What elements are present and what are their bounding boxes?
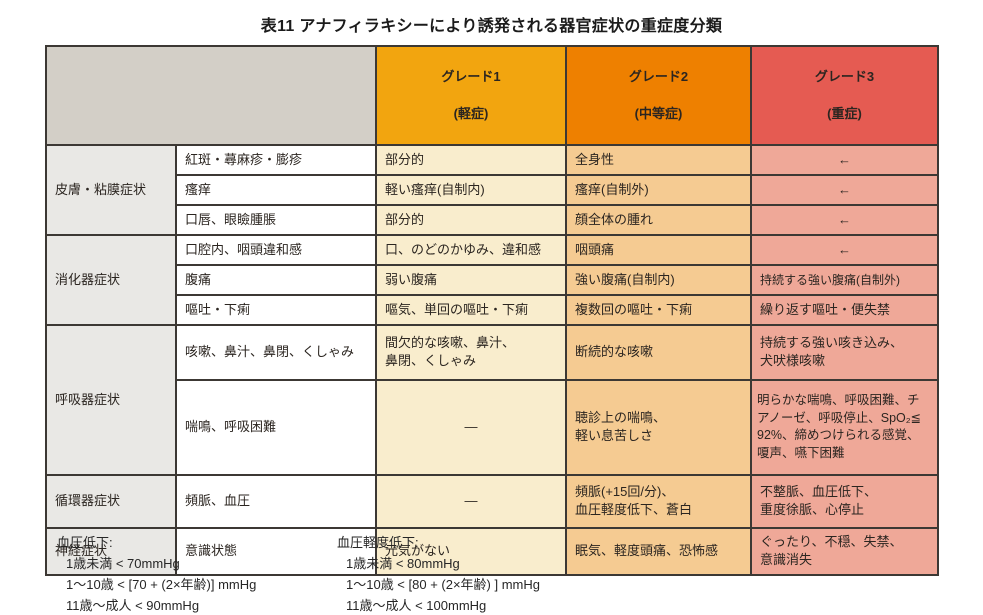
grade2-cell: 頻脈(+15回/分)、 血圧軽度低下、蒼白 [565,473,752,529]
footnote-line: 血圧低下: [57,535,113,550]
grade2-cell: 強い腹痛(自制内) [565,263,752,296]
category-cell-circulatory: 循環器症状 [45,473,177,529]
footnote-line: 1〜10歳 < [70 + (2×年齢)] mmHg [66,577,257,592]
symptom-cell: 咳嗽、鼻汁、鼻閉、くしゃみ [175,323,377,381]
page-title: 表11 アナフィラキシーにより誘発される器官症状の重症度分類 [260,18,723,35]
symptom-cell: 瘙痒 [175,173,377,206]
grade2-cell: 断続的な咳嗽 [565,323,752,381]
grade1-cell: 間欠的な咳嗽、鼻汁、 鼻閉、くしゃみ [375,323,567,381]
grade2-cell: 眠気、軽度頭痛、恐怖感 [565,526,752,576]
grade2-header: グレード2 (中等症) [565,45,752,146]
symptom-cell: 腹痛 [175,263,377,296]
grade3-cell: 持続する強い咳き込み、 犬吠様咳嗽 [750,323,939,381]
grade3-cell: 持続する強い腹痛(自制外) [750,263,939,296]
category-cell-skin: 皮膚・粘膜症状 [45,143,177,236]
grade2-cell: 顔全体の腫れ [565,203,752,236]
category-cell-respiratory: 呼吸器症状 [45,323,177,476]
grade3-cell-arrow: ← [750,203,939,236]
grade1-cell: 口、のどのかゆみ、違和感 [375,233,567,266]
grade-label: グレード1 [441,69,501,85]
grade3-cell: ぐったり、不穏、失禁、 意識消失 [750,526,939,576]
category-cell-digestive: 消化器症状 [45,233,177,326]
grade-sub: (重症) [827,105,862,121]
grade2-cell: 複数回の嘔吐・下痢 [565,293,752,326]
table-row: 循環器症状 頻脈、血圧 ― 頻脈(+15回/分)、 血圧軽度低下、蒼白 不整脈、… [45,473,939,529]
footnote-line: 血圧軽度低下: [337,535,419,550]
grade3-cell-arrow: ← [750,143,939,176]
footnote-line: 1歳未満 < 80mmHg [346,556,460,571]
symptom-cell: 喘鳴、呼吸困難 [175,378,377,476]
grade2-cell: 全身性 [565,143,752,176]
severity-table: グレード1 (軽症) グレード2 (中等症) グレード3 (重症) 皮膚・粘膜症… [45,45,939,576]
table-row: 瘙痒 軽い瘙痒(自制内) 瘙痒(自制外) ← [46,173,939,206]
grade1-cell-none: ― [375,378,567,476]
footnote-line: 1歳未満 < 70mmHg [66,556,180,571]
symptom-cell: 意識状態 [175,526,377,576]
grade-sub: (中等症) [634,105,683,121]
symptom-cell: 嘔吐・下痢 [175,293,377,326]
category-cell-neurological: 神経症状 [45,526,177,576]
footnote-bp-mild-drop: 血圧軽度低下: 1歳未満 < 80mmHg 1〜10歳 < [80 + (2×年… [337,532,540,615]
grade1-cell: 弱い腹痛 [375,263,567,296]
symptom-cell: 口唇、眼瞼腫脹 [175,203,377,236]
symptom-cell: 口腔内、咽頭違和感 [175,233,377,266]
header-row: グレード1 (軽症) グレード2 (中等症) グレード3 (重症) [45,45,939,146]
table-row: 口唇、眼瞼腫脹 部分的 顔全体の腫れ ← [46,203,939,236]
grade3-header: グレード3 (重症) [750,45,939,146]
table-row: 腹痛 弱い腹痛 強い腹痛(自制内) 持続する強い腹痛(自制外) [46,263,939,296]
grade1-cell-none: ― [375,473,567,529]
grade2-cell: 咽頭痛 [565,233,752,266]
table-row: 喘鳴、呼吸困難 ― 聴診上の喘鳴、 軽い息苦しさ 明らかな喘鳴、呼吸困難、チアノ… [46,378,939,476]
grade3-cell: 繰り返す嘔吐・便失禁 [750,293,939,326]
grade1-cell: 部分的 [375,203,567,236]
grade-label: グレード3 [814,69,875,85]
table-row: 嘔吐・下痢 嘔気、単回の嘔吐・下痢 複数回の嘔吐・下痢 繰り返す嘔吐・便失禁 [46,293,939,326]
table-row: 消化器症状 口腔内、咽頭違和感 口、のどのかゆみ、違和感 咽頭痛 ← [45,233,939,326]
grade1-cell: 軽い瘙痒(自制内) [375,173,567,206]
grade2-cell: 瘙痒(自制外) [565,173,752,206]
grade3-cell: 明らかな喘鳴、呼吸困難、チアノーゼ、呼吸停止、SpO₂≦ 92%、締めつけられる… [750,378,939,476]
symptom-cell: 頻脈、血圧 [175,473,377,529]
footnote-line: 11歳〜成人 < 100mmHg [346,598,487,613]
grade1-cell: 部分的 [375,143,567,176]
corner-cell [45,45,377,146]
table-row: 神経症状 意識状態 元気がない 眠気、軽度頭痛、恐怖感 ぐったり、不穏、失禁、 … [45,526,939,576]
table-row: 呼吸器症状 咳嗽、鼻汁、鼻閉、くしゃみ 間欠的な咳嗽、鼻汁、 鼻閉、くしゃみ 断… [45,323,939,476]
footnote-bp-drop: 血圧低下: 1歳未満 < 70mmHg 1〜10歳 < [70 + (2×年齢)… [57,532,256,615]
grade-label: グレード2 [628,69,689,85]
grade1-cell: 嘔気、単回の嘔吐・下痢 [375,293,567,326]
symptom-cell: 紅斑・蕁麻疹・膨疹 [175,143,377,176]
table-row: 皮膚・粘膜症状 紅斑・蕁麻疹・膨疹 部分的 全身性 ← [45,143,939,236]
footnote-line: 1〜10歳 < [80 + (2×年齢) ] mmHg [346,577,540,592]
grade-sub: (軽症) [453,105,489,121]
grade3-cell: 不整脈、血圧低下、 重度徐脈、心停止 [750,473,939,529]
grade1-header: グレード1 (軽症) [375,45,567,146]
footnote-line: 11歳〜成人 < 90mmHg [66,598,200,613]
grade3-cell-arrow: ← [750,233,939,266]
grade3-cell-arrow: ← [750,173,939,206]
grade1-cell: 元気がない [375,526,567,576]
grade2-cell: 聴診上の喘鳴、 軽い息苦しさ [565,378,752,476]
